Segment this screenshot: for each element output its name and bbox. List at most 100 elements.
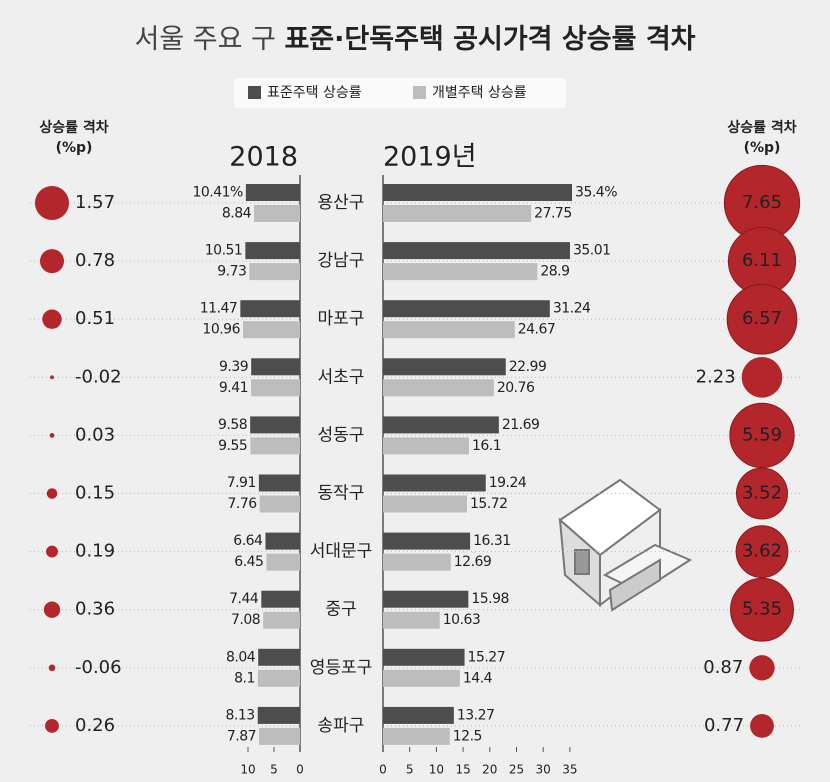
bar [383, 669, 460, 687]
bar [383, 437, 469, 455]
bubble [50, 375, 54, 380]
value-label: 16.1 [472, 438, 501, 454]
bubble [735, 525, 789, 578]
bar [259, 727, 300, 745]
bubble [735, 467, 789, 520]
bar [245, 242, 300, 260]
legend-label: 표준주택 상승률 [267, 85, 362, 101]
bar [383, 263, 538, 281]
value-label: 8.13 [226, 707, 255, 723]
value-label: 35.01 [573, 243, 611, 259]
value-label: 10.41% [192, 185, 243, 201]
category-label: 서대문구 [310, 542, 373, 562]
value-label: 9.39 [219, 359, 248, 375]
value-label: 9.41 [219, 380, 248, 396]
bar [383, 590, 469, 608]
bubble-label: 5.35 [742, 599, 782, 620]
bubble [750, 713, 774, 738]
bar [243, 321, 300, 339]
bubble [741, 356, 783, 398]
bubble [48, 664, 56, 672]
bubble [46, 488, 58, 499]
bar [250, 416, 300, 434]
bar [383, 242, 570, 260]
category-label: 중구 [325, 600, 356, 620]
bubble-label: 0.77 [704, 715, 744, 736]
value-label: 14.4 [463, 670, 493, 686]
value-label: 16.31 [473, 533, 511, 549]
bar [383, 532, 471, 550]
category-label: 송파구 [318, 716, 365, 736]
value-label: 15.98 [471, 591, 509, 607]
bar [383, 300, 550, 318]
legend-box [234, 78, 566, 108]
value-label: 9.73 [217, 264, 246, 280]
category-label: 강남구 [318, 251, 365, 271]
legend-swatch [413, 86, 426, 99]
bar [383, 553, 451, 571]
bar [383, 611, 440, 629]
value-label: 22.99 [509, 359, 547, 375]
bar [240, 300, 300, 318]
value-label: 24.67 [518, 322, 556, 338]
value-label: 6.45 [234, 554, 263, 570]
category-label: 용산구 [318, 193, 365, 213]
bubble [46, 545, 58, 558]
category-label: 동작구 [318, 484, 365, 504]
value-label: 15.72 [470, 496, 508, 512]
x-tick-label: 20 [482, 763, 497, 777]
value-label: 7.76 [227, 496, 257, 512]
value-label: 9.55 [218, 438, 247, 454]
bubble-label: 0.15 [75, 483, 115, 504]
bubble-label: 0.26 [75, 715, 115, 736]
value-label: 7.87 [227, 728, 256, 744]
value-label: 6.64 [233, 533, 263, 549]
bubble [726, 283, 798, 355]
x-tick-label: 25 [509, 763, 524, 777]
panel-title: 2019년 [383, 142, 477, 173]
bar [383, 205, 532, 222]
bar [257, 669, 300, 687]
bar [383, 379, 494, 397]
bubble [45, 718, 59, 733]
bubble-label: 6.11 [742, 250, 782, 271]
value-label: 12.5 [453, 728, 482, 744]
bar [265, 532, 300, 550]
value-label: 10.51 [205, 243, 243, 259]
x-tick-label: 15 [455, 763, 470, 777]
panel-title: 2018 [229, 142, 298, 173]
bubble-label: 0.36 [75, 599, 115, 620]
bubble [749, 655, 775, 681]
value-label: 11.47 [200, 301, 238, 317]
value-label: 27.75 [534, 206, 572, 222]
bar [383, 184, 573, 201]
bar [249, 263, 300, 281]
x-tick-label: 5 [406, 763, 414, 777]
x-tick-label: 30 [536, 763, 551, 777]
gap-title: 상승률 격차 (%p) [39, 120, 109, 156]
bubble-label: 3.62 [742, 541, 782, 562]
gap-title: 상승률 격차 (%p) [727, 120, 797, 156]
bubble-label: 0.87 [703, 657, 743, 678]
value-label: 8.84 [222, 206, 252, 222]
category-label: 서초구 [318, 367, 365, 387]
value-label: 7.44 [229, 591, 259, 607]
bar [250, 437, 300, 455]
bubble-label: 1.57 [75, 192, 115, 213]
chart-title: 서울 주요 구 표준·단독주택 공시가격 상승률 격차 [134, 24, 695, 55]
x-tick-label: 35 [562, 763, 577, 777]
category-label: 성동구 [318, 425, 365, 445]
bubble-label: -0.02 [75, 366, 122, 387]
value-label: 35.4% [575, 185, 617, 201]
value-label: 9.58 [218, 417, 247, 433]
bubble-label: 2.23 [696, 366, 736, 387]
bar [261, 590, 300, 608]
bar [383, 706, 454, 724]
bar [383, 321, 515, 339]
bar [383, 474, 486, 492]
value-label: 8.1 [234, 670, 255, 686]
bubble-label: 6.57 [742, 308, 782, 329]
bar [258, 474, 300, 492]
